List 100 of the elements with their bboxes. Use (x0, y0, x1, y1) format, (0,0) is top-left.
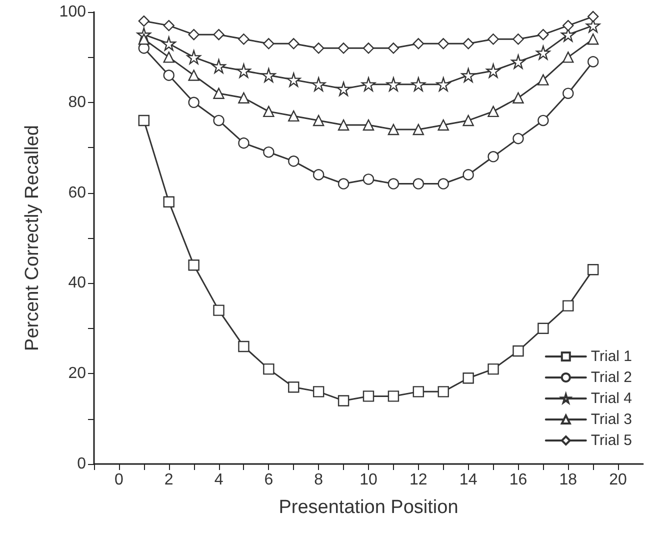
point (488, 106, 499, 118)
legend-label: Trial 5 (590, 432, 632, 449)
point (213, 88, 224, 99)
point (411, 77, 426, 92)
point (486, 64, 500, 78)
y-tick-label: 80 (68, 94, 86, 111)
point (588, 56, 599, 68)
point (338, 42, 350, 54)
point (338, 178, 350, 190)
point (512, 132, 524, 144)
point (562, 88, 574, 99)
point (488, 363, 499, 375)
point (238, 340, 250, 352)
point (288, 110, 300, 122)
x-tick-label: 2 (164, 472, 174, 488)
point (188, 260, 200, 271)
x-tick-label: 14 (459, 472, 478, 488)
point (311, 77, 326, 92)
point (236, 64, 251, 78)
point (263, 363, 274, 375)
point (388, 42, 400, 54)
point (412, 124, 424, 136)
point (511, 54, 526, 69)
point (362, 390, 374, 402)
point (288, 382, 300, 393)
y-tick-label: 0 (77, 456, 86, 472)
legend-label: Trial 3 (590, 411, 632, 428)
point (388, 390, 400, 402)
point (262, 68, 276, 82)
y-tick-label: 60 (68, 184, 86, 202)
point (338, 395, 350, 406)
point (162, 36, 176, 51)
x-tick-label: 6 (264, 472, 274, 488)
point (188, 70, 200, 81)
point (587, 34, 599, 45)
point (312, 42, 324, 54)
point (462, 372, 474, 384)
point (238, 34, 250, 45)
point (512, 345, 524, 357)
point (238, 137, 250, 149)
point (263, 146, 274, 158)
point (312, 386, 324, 398)
point (163, 52, 174, 63)
point (538, 29, 549, 40)
point (388, 124, 400, 136)
point (213, 114, 224, 126)
point (186, 50, 201, 64)
x-tick-label: 10 (360, 472, 378, 488)
point (438, 38, 449, 50)
point (412, 178, 424, 190)
point (587, 10, 599, 22)
point (488, 34, 499, 45)
point (438, 386, 449, 398)
x-tick-label: 0 (114, 472, 124, 488)
y-axis-title: Percent Correctly Recalled (22, 125, 43, 351)
point (436, 77, 450, 92)
point (361, 77, 376, 92)
point (163, 20, 174, 32)
point (462, 114, 474, 126)
point (438, 178, 449, 190)
point (536, 46, 550, 60)
point (562, 300, 574, 312)
y-tick-label: 20 (68, 365, 86, 382)
point (312, 114, 324, 126)
point (412, 38, 424, 50)
point (462, 169, 474, 180)
point (362, 42, 374, 54)
point (313, 169, 324, 180)
x-axis-title: Presentation Position (278, 497, 458, 518)
x-tick-label: 4 (214, 472, 224, 488)
point (338, 119, 350, 131)
x-tick-label: 20 (609, 472, 628, 488)
point (461, 68, 476, 82)
point (288, 156, 300, 167)
legend-label: Trial 2 (590, 369, 632, 386)
point (138, 114, 150, 126)
point (188, 29, 200, 40)
point (538, 322, 549, 334)
point (512, 92, 524, 104)
legend-label: Trial 1 (590, 348, 632, 365)
point (462, 38, 474, 50)
point (336, 82, 351, 96)
x-tick-label: 8 (314, 472, 324, 488)
point (286, 72, 301, 87)
point (138, 15, 150, 27)
point (438, 119, 449, 131)
legend-label: Trial 4 (590, 390, 632, 407)
point (188, 96, 200, 108)
point (587, 264, 599, 276)
point (263, 106, 274, 118)
y-tick-label: 100 (59, 4, 86, 20)
point (362, 174, 374, 185)
y-tick-label: 40 (68, 274, 86, 292)
point (212, 59, 226, 74)
point (163, 196, 174, 208)
point (388, 178, 400, 190)
point (562, 20, 574, 32)
point (512, 34, 524, 45)
point (538, 114, 549, 126)
x-tick-label: 18 (559, 472, 578, 488)
